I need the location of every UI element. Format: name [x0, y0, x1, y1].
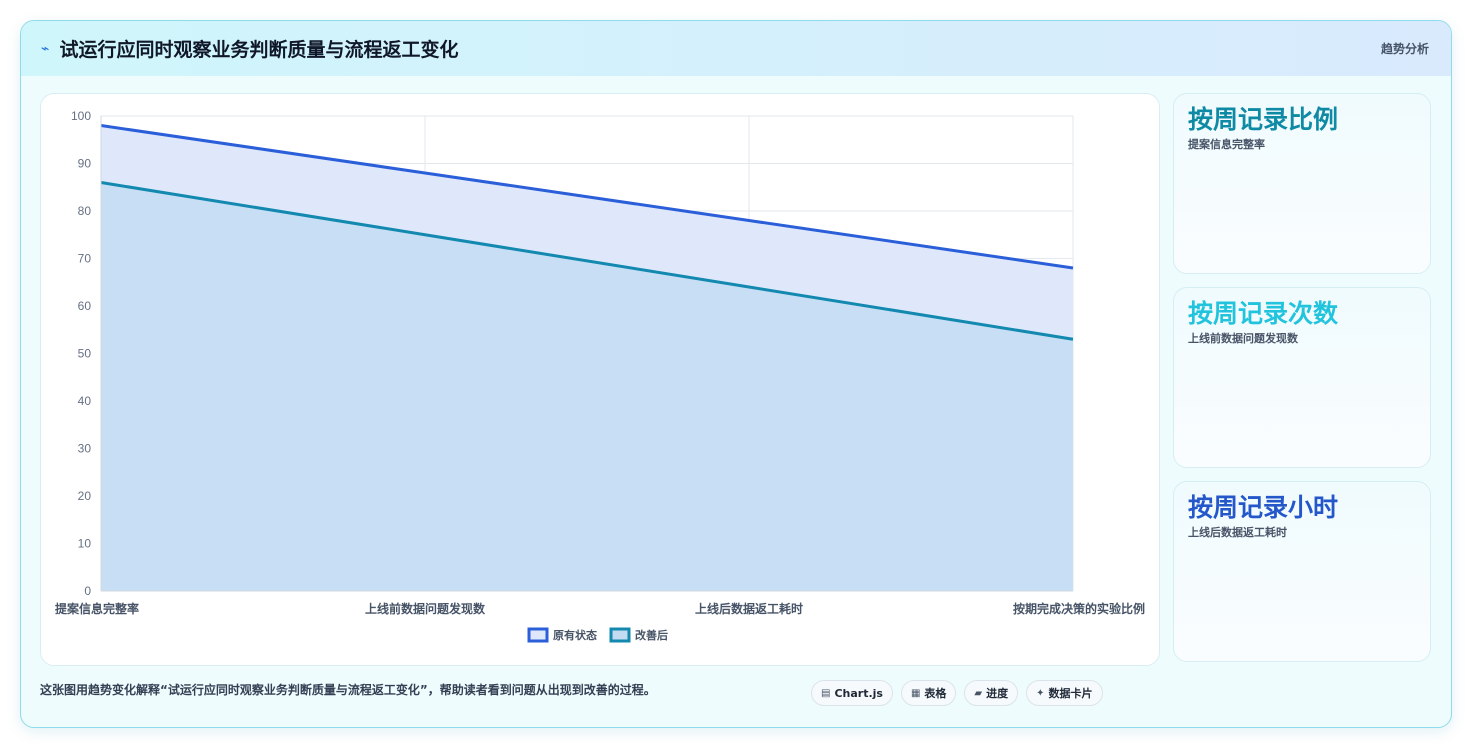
- pill-label: 进度: [986, 687, 1009, 700]
- y-tick-label: 90: [78, 157, 92, 171]
- main-card: ⌁ 试运行应同时观察业务判断质量与流程返工变化 趋势分析 0 10 20 30 40 50…: [20, 20, 1452, 728]
- y-tick-label: 80: [78, 204, 92, 218]
- x-tick-label: 上线后数据返工耗时: [695, 601, 803, 616]
- side-card-title: 按周记录比例: [1188, 105, 1339, 134]
- side-card-title: 按周记录次数: [1188, 299, 1339, 328]
- pill-table[interactable]: ▦ 表格: [900, 680, 957, 706]
- pill-label: 数据卡片: [1048, 687, 1093, 700]
- y-tick-label: 70: [78, 252, 92, 266]
- side-card-subtitle: 上线后数据返工耗时: [1188, 526, 1287, 539]
- header-tag: 趋势分析: [1380, 42, 1429, 56]
- series-line-1: [100, 181, 1074, 341]
- chart-icon: ▤: [821, 687, 831, 699]
- y-tick-label: 100: [71, 109, 91, 123]
- pill-data-card[interactable]: ✦ 数据卡片: [1026, 680, 1103, 706]
- title-wrap: ⌁ 试运行应同时观察业务判断质量与流程返工变化: [41, 35, 458, 62]
- x-tick-label: 上线前数据问题发现数: [365, 601, 486, 616]
- page-title: 试运行应同时观察业务判断质量与流程返工变化: [59, 39, 459, 61]
- y-tick-label: 40: [78, 394, 92, 408]
- side-card-title: 按周记录小时: [1188, 493, 1339, 522]
- legend-swatch: [609, 627, 631, 643]
- x-tick-label: 提案信息完整率: [55, 601, 139, 616]
- line-chart-icon: ⌁: [41, 40, 50, 57]
- sparkle-icon: ✦: [1036, 687, 1045, 699]
- card-header: ⌁ 试运行应同时观察业务判断质量与流程返工变化 趋势分析: [21, 21, 1451, 76]
- area-chart: 0 10 20 30 40 50 60 70 80 90 100 提案信息完整率 上线前数据问题发现数 上…: [55, 109, 1145, 643]
- x-tick-label: 按期完成决策的实验比例: [1013, 601, 1145, 616]
- side-card-subtitle: 提案信息完整率: [1188, 138, 1265, 151]
- pill-label: Chart.js: [834, 686, 883, 700]
- legend-swatch: [527, 627, 549, 643]
- progress-icon: ▰: [974, 687, 983, 699]
- chart-panel: 0 10 20 30 40 50 60 70 80 90 100 提案信息完整率 上线前数据问题发现数 上…: [40, 93, 1160, 666]
- y-tick-label: 30: [78, 442, 92, 456]
- y-tick-label: 50: [78, 347, 92, 361]
- side-card-ratio: 按周记录比例 提案信息完整率: [1173, 93, 1431, 274]
- series-line-0: [100, 124, 1074, 270]
- side-card-count: 按周记录次数 上线前数据问题发现数: [1173, 287, 1431, 468]
- legend-label: 改善后: [635, 628, 668, 642]
- y-tick-label: 0: [84, 584, 91, 598]
- pill-group: ▤ Chart.js ▦ 表格 ▰ 进度 ✦ 数据卡片: [811, 680, 1103, 706]
- pill-label: 表格: [924, 687, 947, 700]
- pill-progress[interactable]: ▰ 进度: [964, 680, 1019, 706]
- y-tick-label: 60: [78, 299, 92, 313]
- pill-chartjs[interactable]: ▤ Chart.js: [811, 680, 893, 706]
- y-tick-label: 20: [78, 489, 92, 503]
- series-area-1: [101, 182, 1073, 591]
- y-tick-label: 10: [78, 537, 92, 551]
- legend-label: 原有状态: [553, 628, 597, 642]
- table-icon: ▦: [910, 687, 921, 699]
- side-card-subtitle: 上线前数据问题发现数: [1188, 332, 1298, 345]
- side-card-hours: 按周记录小时 上线后数据返工耗时: [1173, 481, 1431, 662]
- footer-description: 这张图用趋势变化解释“试运行应同时观察业务判断质量与流程返工变化”，帮助读者看到…: [40, 683, 656, 697]
